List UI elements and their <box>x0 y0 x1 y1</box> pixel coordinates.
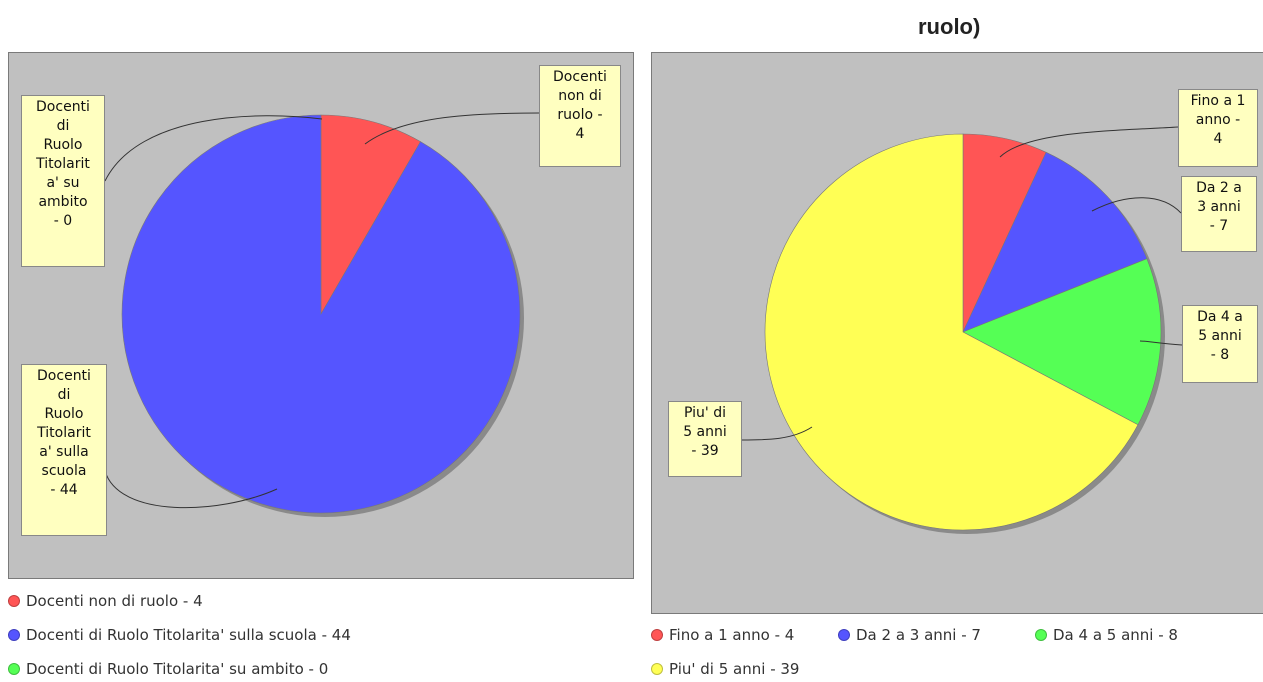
legend-item: Docenti di Ruolo Titolarita' su ambito -… <box>8 660 328 678</box>
legend-item: Piu' di 5 anni - 39 <box>651 660 799 678</box>
legend-marker <box>1035 629 1047 641</box>
legend-marker <box>8 663 20 675</box>
callout-leader-line <box>1091 197 1182 214</box>
left-pie-svg <box>104 112 540 517</box>
legend-label: Da 4 a 5 anni - 8 <box>1053 626 1178 644</box>
pie-slice-docenti-di-ruolo-titolarita-sulla-scuola <box>121 114 521 514</box>
callout-fino-a-1-anno: Fino a 1 anno - 4 <box>1178 89 1258 167</box>
chart-title: ruolo) <box>918 14 981 39</box>
right-pie-svg <box>741 126 1183 534</box>
callout-da-2-a-3-anni: Da 2 a 3 anni - 7 <box>1181 176 1257 252</box>
legend-marker <box>8 595 20 607</box>
callout-docenti-ruolo-su-ambito: Docenti di Ruolo Titolarit a' su ambito … <box>21 95 105 267</box>
legend-label: Docenti di Ruolo Titolarita' sulla scuol… <box>26 626 351 644</box>
pie-slice-piu-di-5-anni <box>764 133 1139 531</box>
callout-leader-line <box>741 426 813 441</box>
legend-marker <box>8 629 20 641</box>
legend-label: Fino a 1 anno - 4 <box>669 626 795 644</box>
legend-label: Da 2 a 3 anni - 7 <box>856 626 981 644</box>
right-pie-chart: Fino a 1 anno - 4 Da 2 a 3 anni - 7 Da 4… <box>651 52 1263 614</box>
left-pie-chart: Docenti non di ruolo - 4 Docenti di Ruol… <box>8 52 634 579</box>
callout-da-4-a-5-anni: Da 4 a 5 anni - 8 <box>1182 305 1258 383</box>
legend-label: Piu' di 5 anni - 39 <box>669 660 800 678</box>
legend-item: Fino a 1 anno - 4 <box>651 626 794 644</box>
callout-leader-line <box>999 126 1179 158</box>
legend-label: Docenti non di ruolo - 4 <box>26 592 203 610</box>
legend-item: Da 2 a 3 anni - 7 <box>838 626 981 644</box>
legend-marker <box>651 663 663 675</box>
legend-item: Docenti di Ruolo Titolarita' sulla scuol… <box>8 626 351 644</box>
pie-slice-docenti-non-di-ruolo <box>320 114 421 316</box>
legend-marker <box>651 629 663 641</box>
right-legend: Fino a 1 anno - 4 Da 2 a 3 anni - 7 Da 4… <box>651 626 1263 682</box>
pie-slice-da-2-a-3-anni <box>962 151 1148 333</box>
callout-docenti-non-di-ruolo: Docenti non di ruolo - 4 <box>539 65 621 167</box>
legend-item: Da 4 a 5 anni - 8 <box>1035 626 1178 644</box>
callout-leader-line <box>104 115 323 182</box>
callout-leader-line <box>364 112 540 145</box>
left-legend: Docenti non di ruolo - 4 Docenti di Ruol… <box>8 592 628 682</box>
legend-item: Docenti non di ruolo - 4 <box>8 592 203 610</box>
callout-piu-di-5-anni: Piu' di 5 anni - 39 <box>668 401 742 477</box>
callout-leader-line <box>104 470 278 509</box>
callout-leader-line <box>1139 340 1183 346</box>
callout-docenti-ruolo-sulla-scuola: Docenti di Ruolo Titolarit a' sulla scuo… <box>21 364 107 536</box>
legend-marker <box>838 629 850 641</box>
legend-label: Docenti di Ruolo Titolarita' su ambito -… <box>26 660 329 678</box>
